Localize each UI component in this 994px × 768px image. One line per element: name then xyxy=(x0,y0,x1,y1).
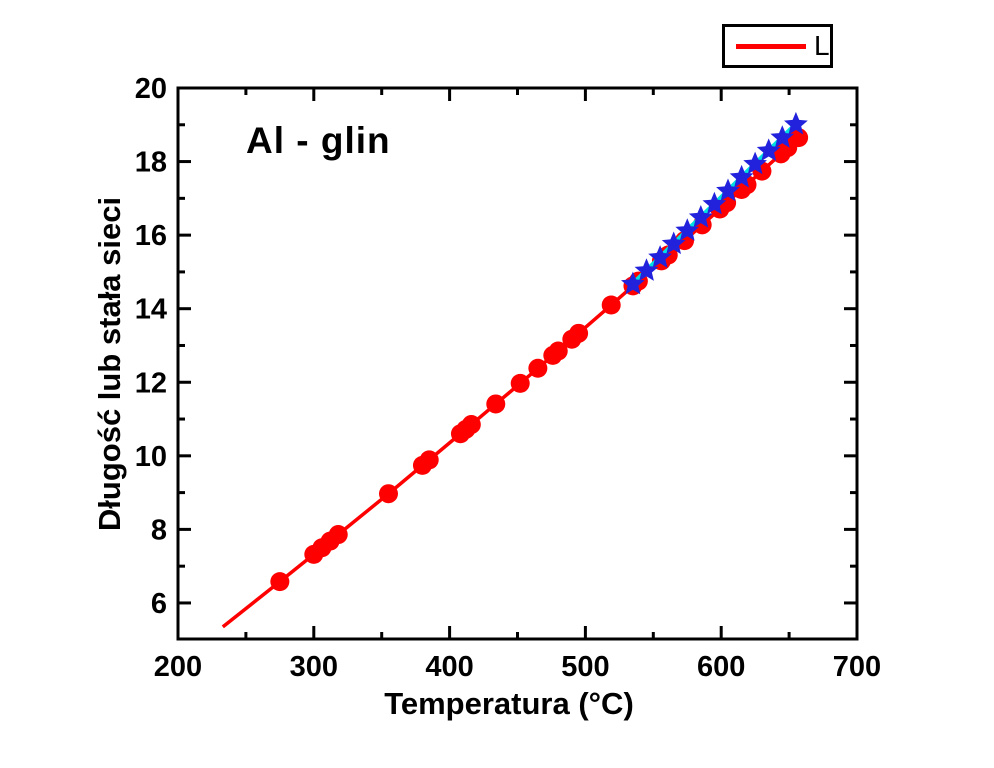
series-L-circle-marker xyxy=(569,323,589,343)
legend-line-sample xyxy=(736,43,806,49)
y-axis-label: Długość lub stała sieci xyxy=(92,196,127,532)
star-series-star-marker xyxy=(661,231,686,255)
star-series-star-marker xyxy=(702,191,727,215)
series-L-circle-marker xyxy=(486,394,506,414)
star-series-star-marker xyxy=(621,271,645,295)
x-tick-label: 200 xyxy=(154,651,202,683)
star-series-star-marker xyxy=(716,178,740,202)
y-tick-label: 8 xyxy=(151,514,167,546)
series-L-circle-marker xyxy=(548,341,568,361)
x-tick-label: 700 xyxy=(833,651,881,683)
x-tick-label: 300 xyxy=(290,651,338,683)
star-series-star-marker xyxy=(729,164,754,188)
y-tick-label: 18 xyxy=(135,147,167,179)
y-tick-label: 12 xyxy=(135,367,167,399)
y-tick-label: 16 xyxy=(135,220,167,252)
chart-title: Al - glin xyxy=(246,120,391,161)
legend-label-L: L xyxy=(814,30,830,61)
star-series-star-marker xyxy=(784,111,808,135)
star-series-star-marker xyxy=(634,258,659,281)
x-tick-label: 400 xyxy=(425,651,473,683)
x-axis-label: Temperatura (°C) xyxy=(384,686,634,721)
series-L-circle-marker xyxy=(461,415,481,435)
x-tick-label: 500 xyxy=(561,651,609,683)
star-series-star-marker xyxy=(688,205,713,228)
star-series-star-marker xyxy=(675,218,700,241)
star-series-star-marker xyxy=(770,125,795,148)
series-L-circle-marker xyxy=(510,373,530,393)
y-tick-label: 10 xyxy=(135,441,167,473)
series-L-circle-marker xyxy=(601,295,621,315)
series-L-circle-marker xyxy=(528,358,548,378)
star-series-star-marker xyxy=(743,151,767,175)
series-L-circle-marker xyxy=(328,525,348,545)
x-tick-label: 600 xyxy=(697,651,745,683)
y-tick-label: 14 xyxy=(135,294,167,326)
star-series-star-marker xyxy=(648,245,672,268)
y-tick-label: 6 xyxy=(151,588,167,620)
series-L-circle-marker xyxy=(789,128,809,148)
legend: L xyxy=(722,24,833,68)
star-series-star-marker xyxy=(756,138,781,161)
series-L-circle-marker xyxy=(419,450,439,470)
series-L-circle-marker xyxy=(378,484,398,504)
y-tick-label: 20 xyxy=(135,73,167,105)
series-L-circle-marker xyxy=(270,572,290,592)
